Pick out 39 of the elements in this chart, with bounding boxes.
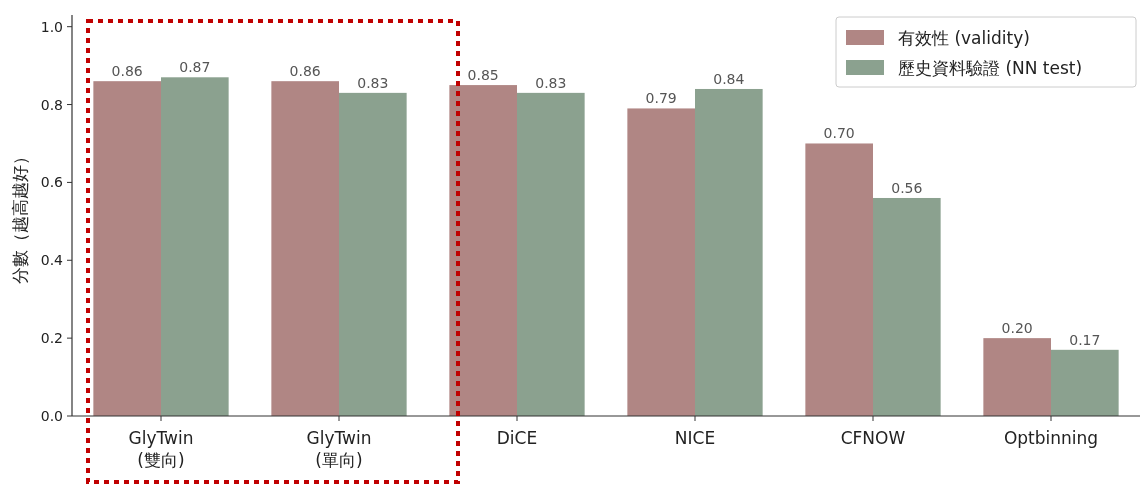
- bar: [93, 81, 161, 416]
- bar: [695, 88, 763, 416]
- data-label: 0.87: [179, 59, 211, 76]
- data-label: 0.86: [289, 63, 321, 80]
- y-tick-label: 0.2: [40, 330, 63, 347]
- bar: [449, 85, 517, 416]
- x-tick-label: CFNOW: [840, 428, 906, 448]
- x-tick-label: GlyTwin (單向): [306, 428, 372, 470]
- y-tick-label: 0.6: [40, 174, 64, 191]
- data-label: 0.79: [645, 90, 677, 107]
- data-label: 0.83: [357, 74, 389, 91]
- y-tick-label: 0.0: [40, 408, 63, 424]
- y-tick-label: 0.4: [40, 252, 64, 269]
- legend-label: 有效性 (validity): [898, 28, 1030, 48]
- x-tick-label: NICE: [674, 428, 716, 448]
- bar: [627, 108, 695, 416]
- bar: [161, 77, 229, 416]
- bar: [983, 338, 1051, 416]
- x-tick-label: GlyTwin (雙向): [128, 428, 194, 470]
- data-label: 0.83: [535, 74, 567, 91]
- data-label: 0.86: [111, 63, 143, 80]
- data-label: 0.56: [891, 179, 923, 196]
- bar: [271, 81, 339, 416]
- bar: [339, 92, 407, 416]
- data-label: 0.85: [467, 67, 499, 84]
- y-tick-label: 1.0: [40, 18, 63, 35]
- bar: [805, 143, 873, 416]
- bar: [517, 92, 585, 416]
- data-label: 0.70: [823, 125, 855, 142]
- y-tick-label: 0.8: [40, 96, 63, 113]
- bar: [873, 197, 941, 416]
- x-tick-label: DiCE: [496, 428, 538, 448]
- x-tick-label: Optbinning: [1003, 428, 1099, 448]
- data-label: 0.84: [713, 70, 745, 87]
- y-axis-title: 分數（越高越好）: [10, 147, 30, 284]
- data-label: 0.17: [1069, 331, 1101, 348]
- legend-label: 歷史資料驗證 (NN test): [898, 58, 1083, 78]
- data-label: 0.20: [1001, 320, 1033, 337]
- bar: [1051, 349, 1119, 416]
